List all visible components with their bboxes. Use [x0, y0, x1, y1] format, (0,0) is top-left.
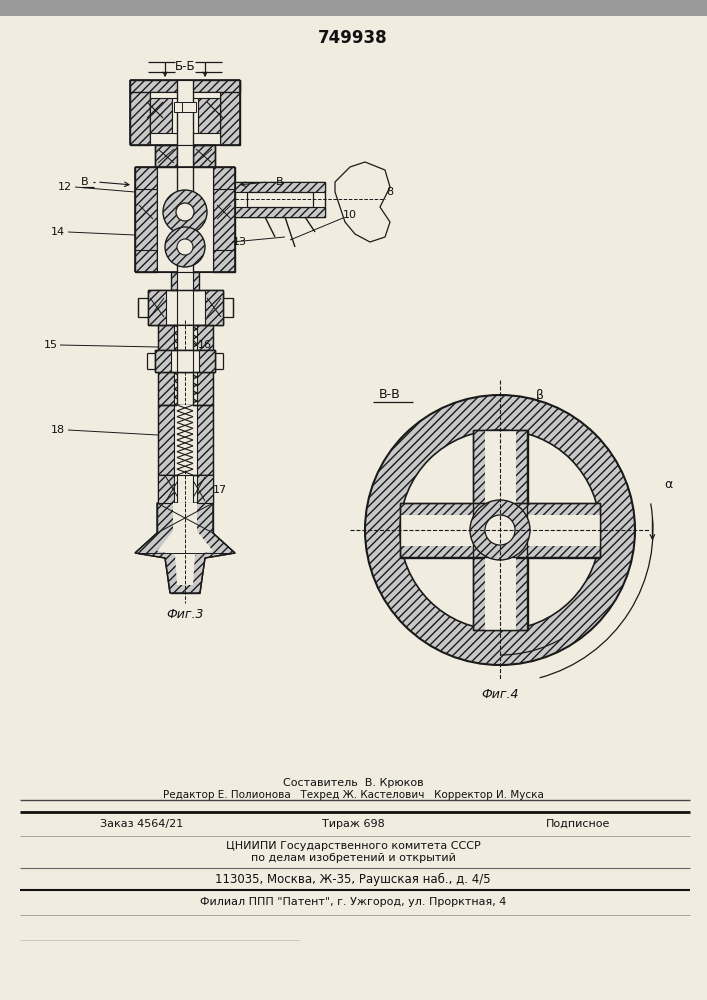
- Bar: [155, 145, 177, 167]
- Circle shape: [177, 239, 193, 255]
- Bar: [213, 167, 235, 272]
- Bar: [148, 290, 166, 325]
- Circle shape: [470, 500, 530, 560]
- Text: 13: 13: [233, 237, 247, 247]
- Text: 10: 10: [343, 210, 357, 220]
- Bar: [150, 98, 172, 133]
- Text: 749938: 749938: [318, 29, 388, 47]
- Bar: [155, 350, 215, 372]
- Text: В: В: [81, 177, 89, 187]
- Text: Подписное: Подписное: [546, 819, 610, 829]
- Text: Фиг.3: Фиг.3: [166, 608, 204, 621]
- Text: ЦНИИПИ Государственного комитета СССР: ЦНИИПИ Государственного комитета СССР: [226, 841, 480, 851]
- Bar: [485, 430, 516, 630]
- Text: β: β: [536, 388, 544, 401]
- Circle shape: [165, 227, 205, 267]
- Bar: [177, 290, 193, 325]
- Polygon shape: [335, 162, 390, 242]
- Bar: [177, 80, 193, 145]
- Bar: [135, 167, 157, 272]
- Text: Фиг.4: Фиг.4: [481, 688, 519, 702]
- Bar: [172, 98, 198, 133]
- Bar: [0, 0, 707, 16]
- Text: по делам изобретений и открытий: по делам изобретений и открытий: [250, 853, 455, 863]
- Bar: [400, 503, 600, 558]
- Bar: [158, 475, 213, 503]
- Bar: [197, 325, 213, 405]
- Text: Редактор Е. Полионова   Техред Ж. Кастелович   Корректор И. Муска: Редактор Е. Полионова Техред Ж. Кастелов…: [163, 790, 544, 800]
- Bar: [197, 475, 213, 503]
- Bar: [138, 298, 148, 317]
- Bar: [177, 167, 193, 272]
- Bar: [197, 405, 213, 475]
- Text: 8: 8: [387, 187, 394, 197]
- Bar: [148, 290, 223, 325]
- Bar: [199, 350, 215, 372]
- Text: В-В: В-В: [379, 388, 401, 401]
- Bar: [177, 272, 193, 290]
- Text: Составитель  В. Крюков: Составитель В. Крюков: [283, 778, 423, 788]
- Text: Филиал ППП "Патент", г. Ужгород, ул. Прорктная, 4: Филиал ППП "Патент", г. Ужгород, ул. Про…: [200, 897, 506, 907]
- Bar: [473, 430, 528, 630]
- Bar: [400, 515, 600, 546]
- Bar: [130, 80, 150, 145]
- Bar: [235, 182, 325, 192]
- Circle shape: [365, 395, 635, 665]
- Text: 17: 17: [213, 485, 227, 495]
- Bar: [130, 80, 240, 92]
- Bar: [177, 350, 193, 372]
- Text: 15: 15: [44, 340, 58, 350]
- Bar: [171, 272, 199, 290]
- Text: 113035, Москва, Ж-35, Раушская наб., д. 4/5: 113035, Москва, Ж-35, Раушская наб., д. …: [215, 872, 491, 886]
- Bar: [177, 325, 193, 405]
- Bar: [150, 92, 220, 145]
- Bar: [220, 80, 240, 145]
- Circle shape: [485, 515, 515, 545]
- Bar: [155, 350, 171, 372]
- Bar: [247, 192, 313, 207]
- Text: 16: 16: [198, 340, 212, 350]
- Text: 14: 14: [51, 227, 65, 237]
- Bar: [174, 102, 188, 112]
- Text: Тираж 698: Тираж 698: [322, 819, 385, 829]
- Text: Заказ 4564/21: Заказ 4564/21: [100, 819, 183, 829]
- Circle shape: [400, 430, 600, 630]
- Bar: [177, 405, 193, 475]
- Bar: [158, 475, 174, 503]
- Bar: [158, 405, 174, 475]
- Bar: [205, 290, 223, 325]
- Bar: [177, 475, 193, 503]
- Bar: [182, 102, 196, 112]
- Text: В: В: [276, 177, 284, 187]
- Text: 18: 18: [51, 425, 65, 435]
- Text: 12: 12: [58, 182, 72, 192]
- Circle shape: [163, 190, 207, 234]
- Text: α: α: [664, 478, 672, 491]
- Bar: [223, 298, 233, 317]
- Bar: [235, 182, 325, 217]
- Bar: [157, 167, 213, 272]
- Bar: [193, 145, 215, 167]
- Polygon shape: [157, 503, 213, 585]
- Bar: [235, 207, 325, 217]
- Circle shape: [176, 203, 194, 221]
- Bar: [198, 98, 220, 133]
- Polygon shape: [135, 503, 235, 593]
- Bar: [177, 145, 193, 167]
- Text: Б-Б: Б-Б: [175, 60, 195, 74]
- Bar: [158, 325, 174, 405]
